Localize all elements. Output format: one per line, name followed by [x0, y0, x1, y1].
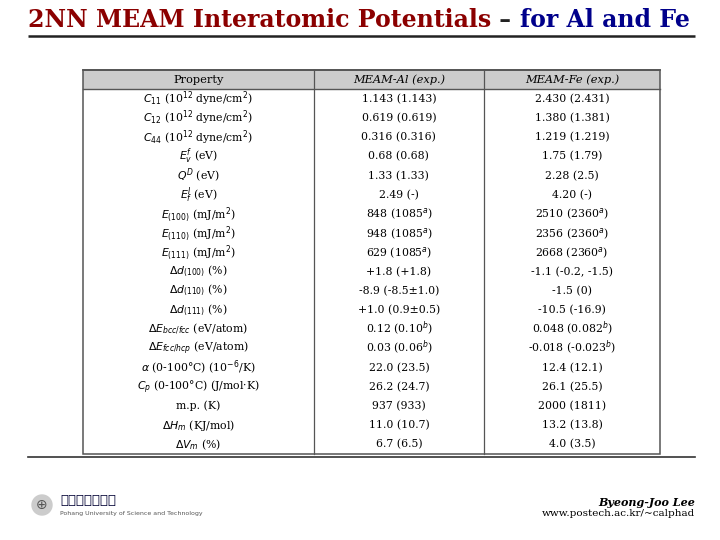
Text: $\Delta E_{bcc/fcc}$ (eV/atom): $\Delta E_{bcc/fcc}$ (eV/atom) — [148, 322, 248, 337]
Text: for Al and Fe: for Al and Fe — [520, 8, 689, 32]
Text: 1.380 (1.381): 1.380 (1.381) — [534, 113, 609, 123]
Text: ⊕: ⊕ — [36, 498, 48, 512]
Text: 629 (1085$^a$): 629 (1085$^a$) — [366, 245, 432, 260]
Text: 26.2 (24.7): 26.2 (24.7) — [369, 382, 429, 392]
Text: 6.7 (6.5): 6.7 (6.5) — [376, 439, 422, 450]
Text: -8.9 (-8.5±1.0): -8.9 (-8.5±1.0) — [359, 286, 439, 296]
Text: $E_{(110)}$ (mJ/m$^2$): $E_{(110)}$ (mJ/m$^2$) — [161, 224, 235, 242]
Text: m.p. (K): m.p. (K) — [176, 401, 220, 411]
Text: $C_p$ (0-100°C) (J/mol·K): $C_p$ (0-100°C) (J/mol·K) — [137, 378, 260, 395]
Text: 포항공과대학교: 포항공과대학교 — [60, 495, 116, 508]
Text: 0.03 (0.06$^b$): 0.03 (0.06$^b$) — [366, 339, 432, 357]
Text: 2NN MEAM Interatomic Potentials: 2NN MEAM Interatomic Potentials — [28, 8, 491, 32]
Text: $\Delta E_{fcc/hcp}$ (eV/atom): $\Delta E_{fcc/hcp}$ (eV/atom) — [148, 340, 249, 357]
Text: $C_{44}$ (10$^{12}$ dyne/cm$^2$): $C_{44}$ (10$^{12}$ dyne/cm$^2$) — [143, 128, 253, 146]
Text: www.postech.ac.kr/~calphad: www.postech.ac.kr/~calphad — [541, 510, 695, 518]
Text: 0.619 (0.619): 0.619 (0.619) — [361, 113, 436, 123]
Text: $\Delta d_{(110)}$ (%): $\Delta d_{(110)}$ (%) — [169, 283, 228, 299]
Text: $C_{12}$ (10$^{12}$ dyne/cm$^2$): $C_{12}$ (10$^{12}$ dyne/cm$^2$) — [143, 109, 253, 127]
Text: 2668 (2360$^a$): 2668 (2360$^a$) — [536, 245, 608, 260]
Text: 2.28 (2.5): 2.28 (2.5) — [545, 171, 599, 181]
Text: 11.0 (10.7): 11.0 (10.7) — [369, 420, 429, 430]
Text: -0.018 (-0.023$^b$): -0.018 (-0.023$^b$) — [528, 339, 616, 357]
Text: $E_v^f$ (eV): $E_v^f$ (eV) — [179, 146, 218, 166]
Text: Byeong-Joo Lee: Byeong-Joo Lee — [598, 496, 695, 508]
Text: 1.219 (1.219): 1.219 (1.219) — [535, 132, 609, 143]
Text: $\Delta d_{(100)}$ (%): $\Delta d_{(100)}$ (%) — [169, 264, 228, 279]
Text: +1.0 (0.9±0.5): +1.0 (0.9±0.5) — [358, 305, 440, 315]
Text: 22.0 (23.5): 22.0 (23.5) — [369, 362, 429, 373]
Text: $E_{(100)}$ (mJ/m$^2$): $E_{(100)}$ (mJ/m$^2$) — [161, 205, 235, 224]
Text: 1.143 (1.143): 1.143 (1.143) — [361, 93, 436, 104]
Text: 0.316 (0.316): 0.316 (0.316) — [361, 132, 436, 143]
Text: 2.49 (-): 2.49 (-) — [379, 190, 419, 200]
Text: +1.8 (+1.8): +1.8 (+1.8) — [366, 266, 431, 277]
Text: 2510 (2360$^a$): 2510 (2360$^a$) — [535, 206, 609, 221]
Bar — [83, 70, 660, 454]
Text: 2356 (2360$^a$): 2356 (2360$^a$) — [535, 226, 609, 241]
Text: $C_{11}$ (10$^{12}$ dyne/cm$^2$): $C_{11}$ (10$^{12}$ dyne/cm$^2$) — [143, 90, 253, 108]
Text: 4.0 (3.5): 4.0 (3.5) — [549, 439, 595, 450]
Text: MEAM-Fe (exp.): MEAM-Fe (exp.) — [525, 75, 619, 85]
Text: 12.4 (12.1): 12.4 (12.1) — [541, 362, 603, 373]
Text: $E_f^I$ (eV): $E_f^I$ (eV) — [179, 185, 217, 205]
Text: 848 (1085$^a$): 848 (1085$^a$) — [366, 206, 432, 221]
Text: 2.430 (2.431): 2.430 (2.431) — [535, 93, 609, 104]
Text: -10.5 (-16.9): -10.5 (-16.9) — [538, 305, 606, 315]
Text: 4.20 (-): 4.20 (-) — [552, 190, 592, 200]
Text: -1.1 (-0.2, -1.5): -1.1 (-0.2, -1.5) — [531, 266, 613, 277]
Circle shape — [32, 495, 52, 515]
Text: 26.1 (25.5): 26.1 (25.5) — [541, 382, 603, 392]
Text: 2000 (1811): 2000 (1811) — [538, 401, 606, 411]
Text: 1.33 (1.33): 1.33 (1.33) — [369, 171, 429, 181]
Text: 0.68 (0.68): 0.68 (0.68) — [369, 151, 429, 161]
Text: Pohang University of Science and Technology: Pohang University of Science and Technol… — [60, 510, 202, 516]
Text: Property: Property — [174, 75, 224, 85]
Text: $\Delta H_m$ (KJ/mol): $\Delta H_m$ (KJ/mol) — [162, 418, 235, 433]
Text: MEAM-Al (exp.): MEAM-Al (exp.) — [353, 75, 445, 85]
Text: 0.048 (0.082$^b$): 0.048 (0.082$^b$) — [531, 320, 612, 338]
Text: $\Delta d_{(111)}$ (%): $\Delta d_{(111)}$ (%) — [169, 302, 228, 318]
Text: –: – — [491, 8, 520, 32]
Text: 0.12 (0.10$^b$): 0.12 (0.10$^b$) — [366, 320, 432, 338]
Text: 937 (933): 937 (933) — [372, 401, 426, 411]
Text: $Q^D$ (eV): $Q^D$ (eV) — [177, 166, 220, 185]
Text: 13.2 (13.8): 13.2 (13.8) — [541, 420, 603, 430]
Text: 1.75 (1.79): 1.75 (1.79) — [542, 151, 602, 161]
Text: $E_{(111)}$ (mJ/m$^2$): $E_{(111)}$ (mJ/m$^2$) — [161, 243, 235, 262]
Text: -1.5 (0): -1.5 (0) — [552, 286, 592, 296]
Text: $\Delta V_m$ (%): $\Delta V_m$ (%) — [176, 437, 222, 451]
Text: $\alpha$ (0-100°C) (10$^{-6}$/K): $\alpha$ (0-100°C) (10$^{-6}$/K) — [141, 359, 256, 377]
Bar — [83, 70, 660, 89]
Text: 948 (1085$^a$): 948 (1085$^a$) — [366, 226, 432, 241]
